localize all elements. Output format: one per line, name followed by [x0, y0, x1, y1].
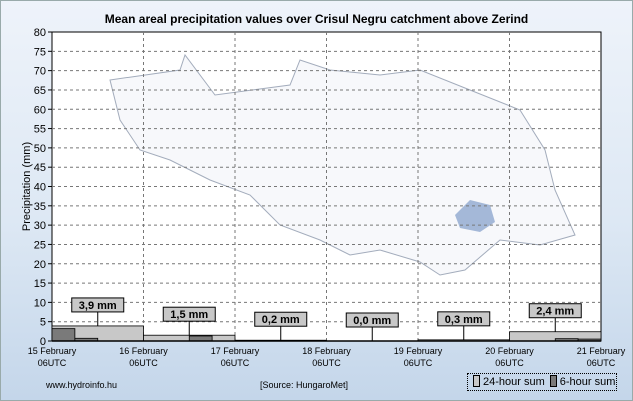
y-tick-label: 80 [34, 27, 46, 39]
x-tick-day: 21 February [577, 346, 626, 356]
x-tick-day: 19 February [394, 346, 443, 356]
bar-label: 0,0 mm [353, 315, 391, 327]
x-tick-day: 17 February [211, 346, 260, 356]
legend-label-6h: 6-hour sum [559, 376, 616, 388]
x-tick-time: 06UTC [312, 358, 341, 368]
bar-label-box [345, 312, 399, 328]
x-tick-day: 20 February [485, 346, 534, 356]
x-tick-time: 06UTC [129, 358, 158, 368]
y-tick-label: 65 [34, 85, 46, 97]
bar-label: 3,9 mm [79, 300, 117, 312]
bar-label-box [162, 306, 216, 322]
x-tick-day: 15 February [28, 346, 77, 356]
y-tick-label: 55 [34, 124, 46, 136]
y-tick-label: 25 [34, 239, 46, 251]
legend-label-24h: 24-hour sum [483, 376, 545, 388]
y-tick-label: 70 [34, 66, 46, 78]
y-tick-label: 60 [34, 104, 46, 116]
website-label: www.hydroinfo.hu [46, 380, 118, 390]
x-tick-time: 06UTC [495, 358, 524, 368]
x-tick-time: 06UTC [587, 358, 616, 368]
bar-label: 0,2 mm [262, 314, 300, 326]
y-tick-label: 20 [34, 259, 46, 271]
bar-label: 1,5 mm [170, 309, 208, 321]
map-lake [455, 200, 495, 232]
bar-label: 2,4 mm [536, 306, 574, 318]
y-axis-label: Precipitation (mm) [21, 142, 33, 231]
x-tick-time: 06UTC [404, 358, 433, 368]
legend-swatch-24h [473, 375, 480, 387]
y-tick-label: 15 [34, 278, 46, 290]
bar-label-box [528, 303, 582, 319]
bar-6h [188, 335, 213, 342]
bar-6h [51, 328, 76, 342]
bar-label-box [437, 311, 491, 327]
y-tick-label: 5 [40, 317, 46, 329]
x-tick-day: 16 February [119, 346, 168, 356]
y-tick-label: 50 [34, 143, 46, 155]
bar-label: 0,3 mm [445, 314, 483, 326]
y-tick-label: 10 [34, 297, 46, 309]
x-tick-day: 18 February [302, 346, 351, 356]
y-tick-label: 0 [40, 336, 46, 348]
chart-title: Mean areal precipitation values over Cri… [104, 12, 529, 26]
y-tick-label: 35 [34, 201, 46, 213]
x-tick-time: 06UTC [221, 358, 250, 368]
source-label: [Source: HungaroMet] [260, 380, 349, 390]
legend-swatch-6h [549, 375, 557, 387]
y-tick-label: 30 [34, 220, 46, 232]
legend: 24-hour sum 6-hour sum [467, 373, 617, 391]
y-tick-label: 45 [34, 162, 46, 174]
y-tick-label: 75 [34, 46, 46, 58]
bar-label-box [254, 311, 308, 327]
x-tick-time: 06UTC [38, 358, 67, 368]
bar-label-box [71, 297, 125, 313]
y-tick-label: 40 [34, 182, 46, 194]
